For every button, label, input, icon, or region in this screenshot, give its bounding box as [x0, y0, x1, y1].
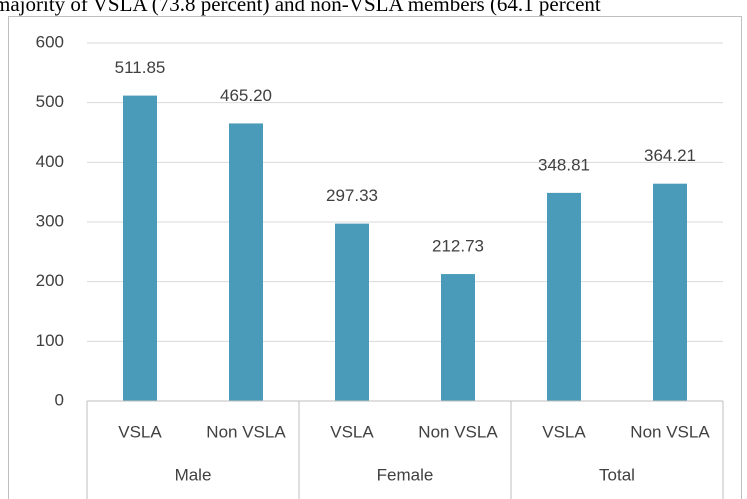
- y-tick-label: 0: [55, 390, 64, 409]
- bar: [229, 123, 263, 401]
- x-tick-label: VSLA: [330, 422, 374, 441]
- bar: [547, 192, 581, 401]
- group-label: Male: [175, 465, 212, 484]
- chart-frame: [8, 16, 742, 499]
- x-tick-label: VSLA: [542, 422, 586, 441]
- group-label: Female: [377, 465, 434, 484]
- y-tick-label: 500: [36, 92, 64, 111]
- y-tick-label: 200: [36, 271, 64, 290]
- value-label: 212.73: [432, 237, 484, 256]
- group-label: Total: [599, 465, 635, 484]
- bar: [335, 223, 369, 401]
- y-tick-label: 600: [36, 32, 64, 51]
- y-tick-label: 400: [36, 152, 64, 171]
- value-label: 348.81: [538, 155, 590, 174]
- value-label: 465.20: [220, 86, 272, 105]
- x-tick-label: Non VSLA: [630, 422, 710, 441]
- bar: [653, 183, 687, 401]
- caption: majority of VSLA (73.8 percent) and non-…: [0, 0, 601, 16]
- y-tick-label: 100: [36, 331, 64, 350]
- value-label: 297.33: [326, 186, 378, 205]
- x-tick-label: Non VSLA: [206, 422, 286, 441]
- bar: [123, 95, 157, 402]
- bar: [441, 274, 475, 401]
- x-tick-label: Non VSLA: [418, 422, 498, 441]
- y-tick-label: 300: [36, 211, 64, 230]
- x-tick-label: VSLA: [118, 422, 162, 441]
- value-label: 511.85: [115, 58, 166, 77]
- value-label: 364.21: [644, 146, 696, 165]
